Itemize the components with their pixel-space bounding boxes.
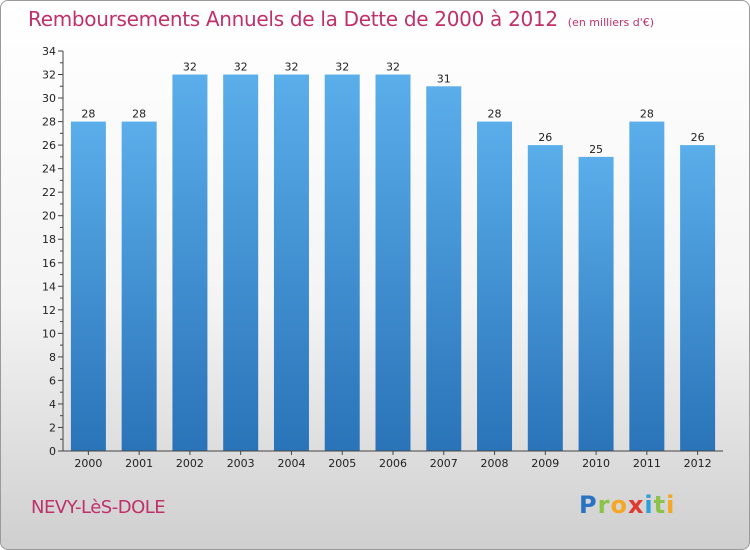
y-tick-label: 24 bbox=[42, 163, 56, 176]
bar-value-label: 32 bbox=[183, 61, 197, 74]
x-tick-label: 2010 bbox=[582, 457, 610, 470]
bar-value-label: 26 bbox=[691, 131, 705, 144]
bar-value-label: 25 bbox=[589, 143, 603, 156]
bar bbox=[578, 156, 614, 451]
logo-letter: P bbox=[579, 491, 598, 519]
bar-value-label: 32 bbox=[386, 61, 400, 74]
y-tick-label: 8 bbox=[49, 351, 56, 364]
y-tick-label: 0 bbox=[49, 445, 56, 458]
chart-title: Remboursements Annuels de la Dette de 20… bbox=[28, 7, 654, 31]
x-tick-label: 2002 bbox=[176, 457, 204, 470]
chart-unit: (en milliers d'€) bbox=[567, 16, 655, 29]
logo-letter: o bbox=[610, 491, 628, 519]
y-tick-label: 14 bbox=[42, 280, 56, 293]
bar bbox=[629, 121, 665, 452]
y-tick-label: 22 bbox=[42, 186, 56, 199]
y-tick-label: 28 bbox=[42, 116, 56, 129]
y-tick-label: 12 bbox=[42, 304, 56, 317]
bar-value-label: 32 bbox=[335, 61, 349, 74]
bar bbox=[426, 86, 462, 451]
logo-letter: i bbox=[644, 491, 654, 519]
x-tick-label: 2004 bbox=[277, 457, 305, 470]
bar-value-label: 28 bbox=[132, 108, 146, 121]
logo-letter: i bbox=[666, 491, 676, 519]
y-tick-label: 10 bbox=[42, 327, 56, 340]
y-tick-label: 26 bbox=[42, 139, 56, 152]
bar-value-label: 26 bbox=[538, 131, 552, 144]
y-tick-label: 30 bbox=[42, 92, 56, 105]
x-tick-label: 2008 bbox=[481, 457, 509, 470]
bar bbox=[375, 74, 411, 451]
x-tick-label: 2007 bbox=[430, 457, 458, 470]
y-tick-label: 18 bbox=[42, 233, 56, 246]
bar-value-label: 31 bbox=[437, 72, 451, 85]
y-tick-label: 20 bbox=[42, 210, 56, 223]
bar bbox=[527, 145, 563, 451]
x-tick-label: 2001 bbox=[125, 457, 153, 470]
proxiti-logo[interactable]: Proxiti bbox=[579, 491, 675, 519]
bar-value-label: 28 bbox=[640, 108, 654, 121]
bar bbox=[680, 145, 716, 451]
x-tick-label: 2005 bbox=[328, 457, 356, 470]
bar bbox=[70, 121, 106, 452]
bar-value-label: 32 bbox=[234, 61, 248, 74]
y-tick-label: 34 bbox=[42, 45, 56, 58]
bar bbox=[324, 74, 360, 451]
y-tick-label: 2 bbox=[49, 421, 56, 434]
y-tick-label: 4 bbox=[49, 398, 56, 411]
x-tick-label: 2003 bbox=[227, 457, 255, 470]
x-tick-label: 2000 bbox=[74, 457, 102, 470]
x-tick-label: 2011 bbox=[633, 457, 661, 470]
bar bbox=[172, 74, 208, 451]
logo-letter: t bbox=[653, 491, 667, 519]
x-tick-label: 2009 bbox=[531, 457, 559, 470]
bar-value-label: 28 bbox=[488, 108, 502, 121]
bar bbox=[273, 74, 309, 451]
y-tick-label: 6 bbox=[49, 374, 56, 387]
y-tick-label: 32 bbox=[42, 69, 56, 82]
bar-value-label: 28 bbox=[81, 108, 95, 121]
x-tick-label: 2006 bbox=[379, 457, 407, 470]
bar bbox=[223, 74, 259, 451]
bar bbox=[121, 121, 157, 452]
x-tick-label: 2012 bbox=[684, 457, 712, 470]
logo-letter: r bbox=[597, 491, 611, 519]
logo-letter: x bbox=[627, 491, 645, 519]
bar bbox=[477, 121, 513, 452]
chart-title-text: Remboursements Annuels de la Dette de 20… bbox=[28, 7, 558, 31]
commune-name: NEVY-LèS-DOLE bbox=[31, 497, 166, 518]
y-tick-label: 16 bbox=[42, 257, 56, 270]
bar-value-label: 32 bbox=[284, 61, 298, 74]
